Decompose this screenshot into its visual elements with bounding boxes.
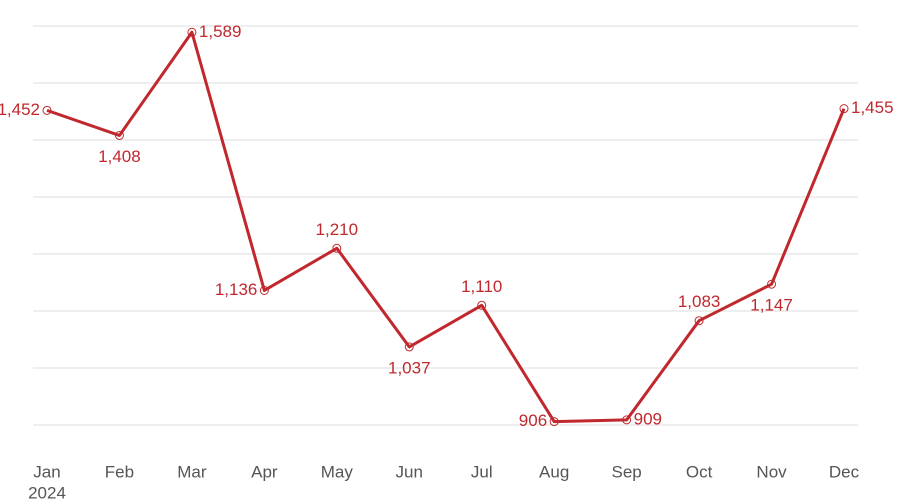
point [42, 105, 52, 115]
data-label: 1,147 [750, 296, 793, 315]
x-tick-label: Aug [539, 462, 569, 481]
data-label: 1,455 [851, 98, 894, 117]
line [46, 30, 846, 424]
point [187, 27, 197, 37]
point [622, 415, 632, 425]
data-label: 909 [634, 409, 662, 428]
data-label: 1,408 [98, 147, 141, 166]
point [767, 279, 777, 289]
data-label: 1,037 [388, 358, 431, 377]
point [549, 417, 559, 427]
data-label: 1,589 [199, 22, 242, 41]
x-tick-label: Nov [756, 462, 787, 481]
data-label: 1,452 [0, 100, 40, 119]
x-tick-label: Sep [612, 462, 642, 481]
x-tick-label: Mar [177, 462, 207, 481]
point [839, 104, 849, 114]
point [404, 342, 414, 352]
point [694, 316, 704, 326]
x-tick-label: Oct [686, 462, 713, 481]
point [477, 300, 487, 310]
x-tick-label: May [321, 462, 354, 481]
x-tick-label: Feb [105, 462, 134, 481]
data-label: 906 [519, 411, 547, 430]
x-tick-label: Apr [251, 462, 278, 481]
data-label: 1,110 [461, 277, 502, 296]
data-label: 1,083 [678, 292, 721, 311]
x-tick-label: Jul [471, 462, 493, 481]
data-label: 1,136 [215, 280, 258, 299]
x-tick-label: Jun [396, 462, 423, 481]
point [114, 130, 124, 140]
x-tick-label: Dec [829, 462, 860, 481]
point [332, 243, 342, 253]
x-tick-label: Jan [33, 462, 60, 481]
point [259, 285, 269, 295]
data-label: 1,210 [316, 220, 359, 239]
x-year-label: 2024 [28, 483, 66, 502]
